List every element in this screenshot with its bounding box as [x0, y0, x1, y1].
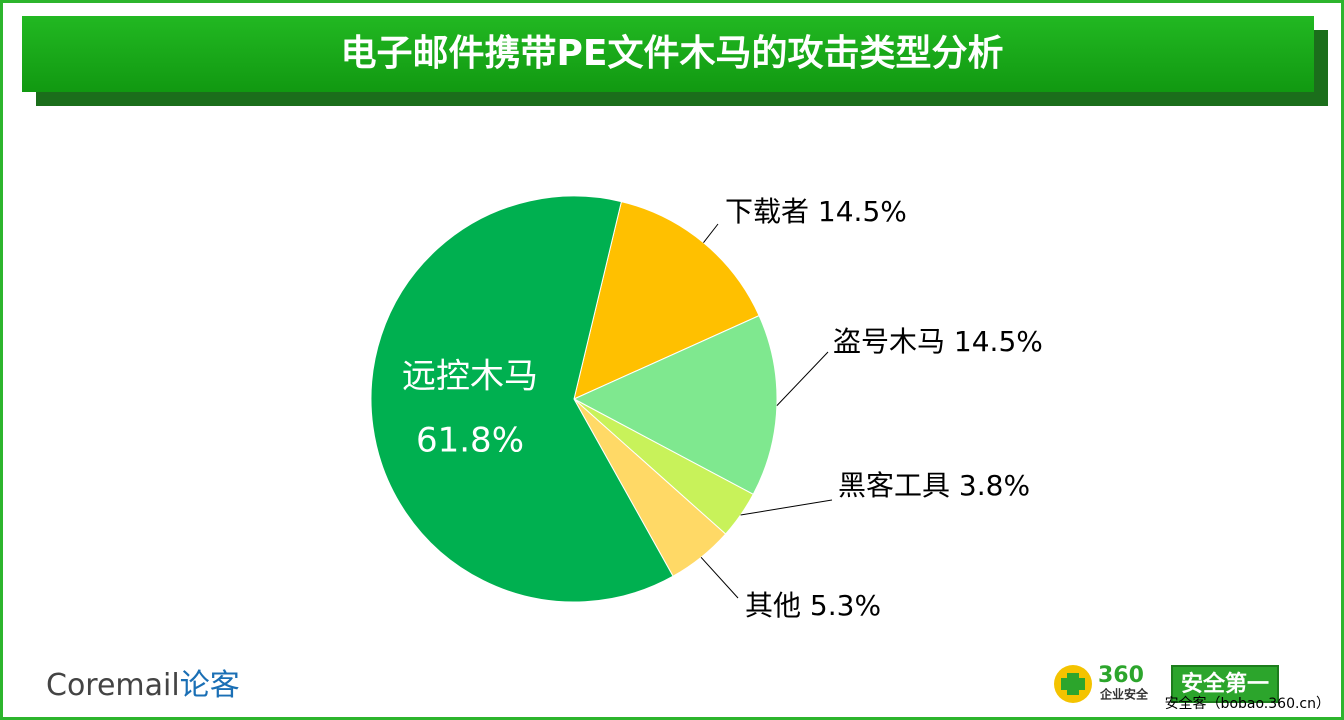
- chart-title: 电子邮件携带PE文件木马的攻击类型分析: [341, 33, 1004, 74]
- data-label: 盗号木马 14.5%: [833, 325, 1043, 358]
- leader-line: [740, 499, 833, 516]
- leader-line: [700, 556, 739, 599]
- category-label: 盗号木马: [833, 325, 945, 358]
- value-label: 3.8%: [959, 469, 1030, 502]
- data-label: 下载者 14.5%: [725, 195, 907, 228]
- brand: Coremail: [46, 668, 180, 703]
- logo-number: 360: [1098, 663, 1144, 688]
- logo-sub: 企业安全: [1099, 687, 1149, 702]
- title-bar: [22, 16, 1314, 92]
- category-label: 远控木马: [402, 357, 538, 397]
- logo-plus: [1061, 673, 1085, 695]
- value-label: 14.5%: [818, 195, 907, 228]
- value-label: 5.3%: [810, 589, 881, 622]
- leader-line: [703, 223, 719, 243]
- category-label: 黑客工具: [838, 469, 950, 502]
- value-label: 14.5%: [954, 325, 1043, 358]
- pie-slice: [573, 201, 760, 400]
- logo-badge-box: [1171, 665, 1279, 703]
- brand-cn: 论客: [180, 668, 240, 703]
- category-label: 其他: [745, 589, 801, 622]
- data-label: 黑客工具 3.8%: [838, 469, 1030, 502]
- pie-slice: [370, 195, 674, 603]
- category-label: 下载者: [725, 195, 809, 228]
- value-label: 61.8%: [416, 421, 524, 461]
- pie: 下载者 14.5%盗号木马 14.5%黑客工具 3.8%其他 5.3%远控木马6…: [370, 195, 1043, 622]
- logo-badge: 安全第一: [1181, 671, 1269, 697]
- footer-site: 安全客（bobao.360.cn）: [1165, 695, 1330, 712]
- leader-line: [776, 351, 829, 406]
- footer-brand: Coremail论客: [46, 668, 240, 703]
- data-label: 其他 5.3%: [745, 589, 881, 622]
